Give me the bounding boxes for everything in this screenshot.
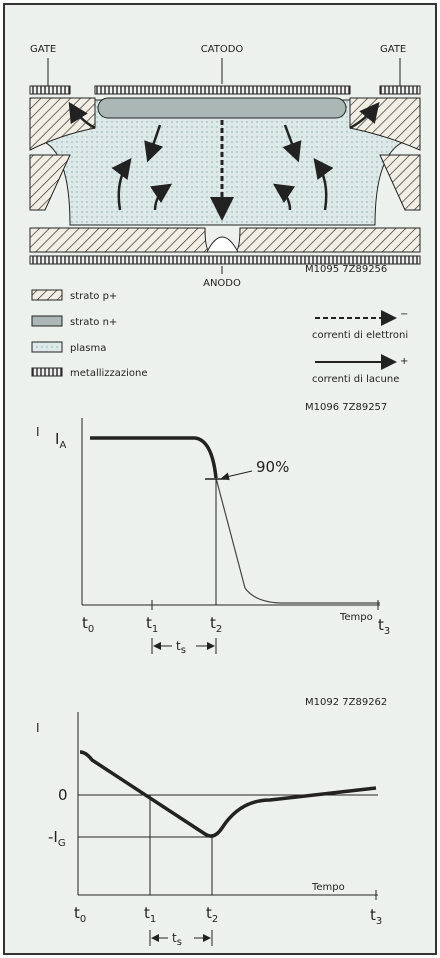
interval-label: ts xyxy=(172,931,182,948)
structure: GATE CATODO GATE M1095 7Z89256 ANODO xyxy=(29,44,421,289)
legend-label: strato n+ xyxy=(70,317,117,328)
annotation: 90% xyxy=(256,458,289,476)
legend-label: correnti di elettroni xyxy=(312,330,408,341)
legend: strato p+ strato n+ plasma metallizzazio… xyxy=(31,289,408,385)
gate-label: GATE xyxy=(380,44,406,55)
x-tick-label: t1 xyxy=(144,904,156,925)
zero-label: 0 xyxy=(58,786,68,804)
sign: + xyxy=(400,356,408,367)
plot-1: M1096 7Z89257 I IA 90% Tempo t0 t1 t2 t3… xyxy=(36,402,390,656)
level-label: -IG xyxy=(48,828,66,849)
legend-label: strato p+ xyxy=(70,291,117,302)
code: M1092 7Z89262 xyxy=(305,697,387,708)
plot-2: M1092 7Z89262 I 0 -IG Tempo t0 t1 t2 t3 … xyxy=(36,697,387,948)
legend-label: correnti di lacune xyxy=(312,374,399,385)
gate-label: GATE xyxy=(30,44,56,55)
y-label: I xyxy=(36,721,40,735)
legend-label: plasma xyxy=(70,343,106,354)
x-tick-label: t2 xyxy=(206,904,218,925)
x-tick-label: t3 xyxy=(370,906,382,927)
legend-label: metallizzazione xyxy=(70,368,148,379)
x-tick-label: t2 xyxy=(210,614,222,635)
code: M1095 7Z89256 xyxy=(305,264,387,275)
x-tick-label: t1 xyxy=(146,614,158,635)
x-title: Tempo xyxy=(311,882,345,893)
code: M1096 7Z89257 xyxy=(305,402,387,413)
x-tick-label: t3 xyxy=(378,616,390,637)
y-label: I xyxy=(36,425,40,439)
x-title: Tempo xyxy=(339,612,373,623)
anode-label: ANODO xyxy=(203,278,241,289)
sign: − xyxy=(400,309,408,320)
x-tick-label: t0 xyxy=(82,614,94,635)
level-label: IA xyxy=(55,430,66,451)
cathode-label: CATODO xyxy=(201,44,244,55)
x-tick-label: t0 xyxy=(74,904,86,925)
interval-label: ts xyxy=(176,639,186,656)
